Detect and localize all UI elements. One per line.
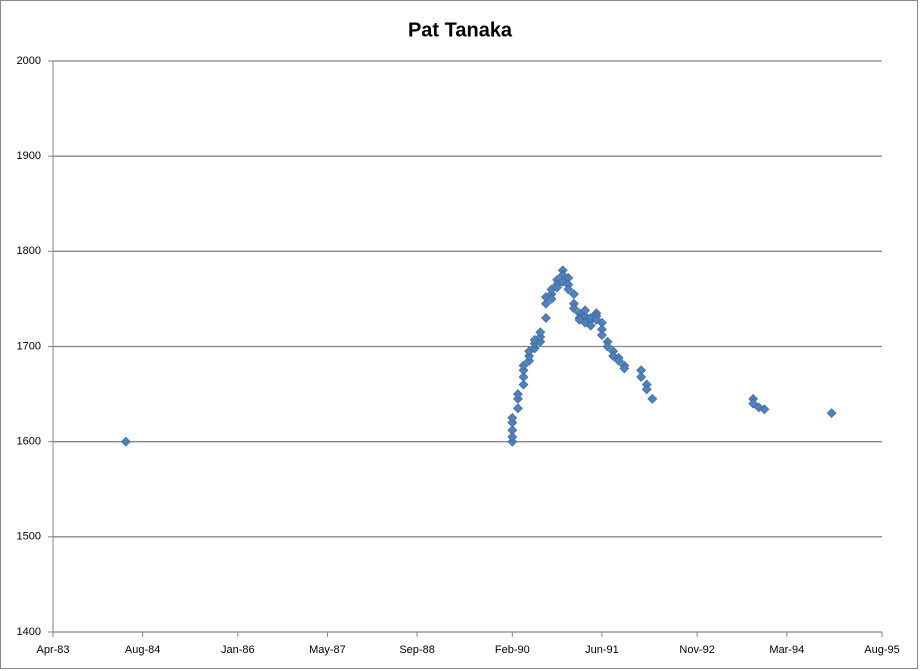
- data-point: [613, 355, 624, 366]
- x-tick-label: Sep-88: [399, 644, 434, 656]
- y-tick-label: 1700: [17, 340, 41, 352]
- x-tick-label: Feb-90: [495, 644, 530, 656]
- x-tick-label: Jan-86: [221, 644, 255, 656]
- data-point: [569, 289, 579, 300]
- x-tick-label: Aug-95: [864, 644, 899, 656]
- data-point: [636, 372, 647, 382]
- x-tick-label: Apr-83: [36, 644, 69, 656]
- data-point: [518, 372, 529, 382]
- data-point: [120, 436, 131, 447]
- y-tick-label: 1800: [17, 245, 41, 257]
- data-point: [507, 431, 518, 442]
- chart-title: Pat Tanaka: [408, 19, 513, 41]
- data-point: [512, 389, 523, 400]
- x-tick-label: Jun-91: [585, 644, 619, 656]
- data-point: [602, 341, 613, 352]
- data-point: [540, 313, 551, 323]
- data-point: [753, 402, 764, 413]
- x-tick-label: Nov-92: [679, 644, 714, 656]
- data-point: [619, 363, 630, 374]
- data-point: [552, 282, 563, 293]
- y-tick-label: 2000: [17, 55, 41, 67]
- data-point: [507, 412, 518, 423]
- data-point: [585, 320, 596, 331]
- y-tick-label: 1500: [17, 531, 41, 543]
- y-tick-label: 1400: [17, 626, 41, 638]
- data-point: [518, 379, 529, 390]
- data-point: [518, 360, 529, 371]
- y-tick-label: 1600: [17, 436, 41, 448]
- x-tick-label: Mar-94: [769, 644, 804, 656]
- y-tick-label: 1900: [17, 150, 41, 162]
- x-tick-label: Aug-84: [125, 644, 160, 656]
- data-point: [563, 284, 574, 295]
- data-point: [580, 305, 591, 316]
- data-point: [597, 330, 607, 341]
- data-point: [759, 404, 770, 415]
- data-point: [608, 351, 619, 361]
- data-point: [540, 298, 551, 309]
- data-point: [826, 408, 837, 419]
- data-point: [569, 303, 579, 314]
- x-tick-label: May-87: [309, 644, 346, 656]
- data-point: [507, 425, 518, 436]
- data-point: [748, 398, 759, 409]
- data-point: [512, 403, 523, 414]
- data-point: [647, 393, 658, 404]
- data-point: [641, 384, 652, 395]
- data-point: [546, 293, 557, 304]
- data-point: [535, 327, 546, 338]
